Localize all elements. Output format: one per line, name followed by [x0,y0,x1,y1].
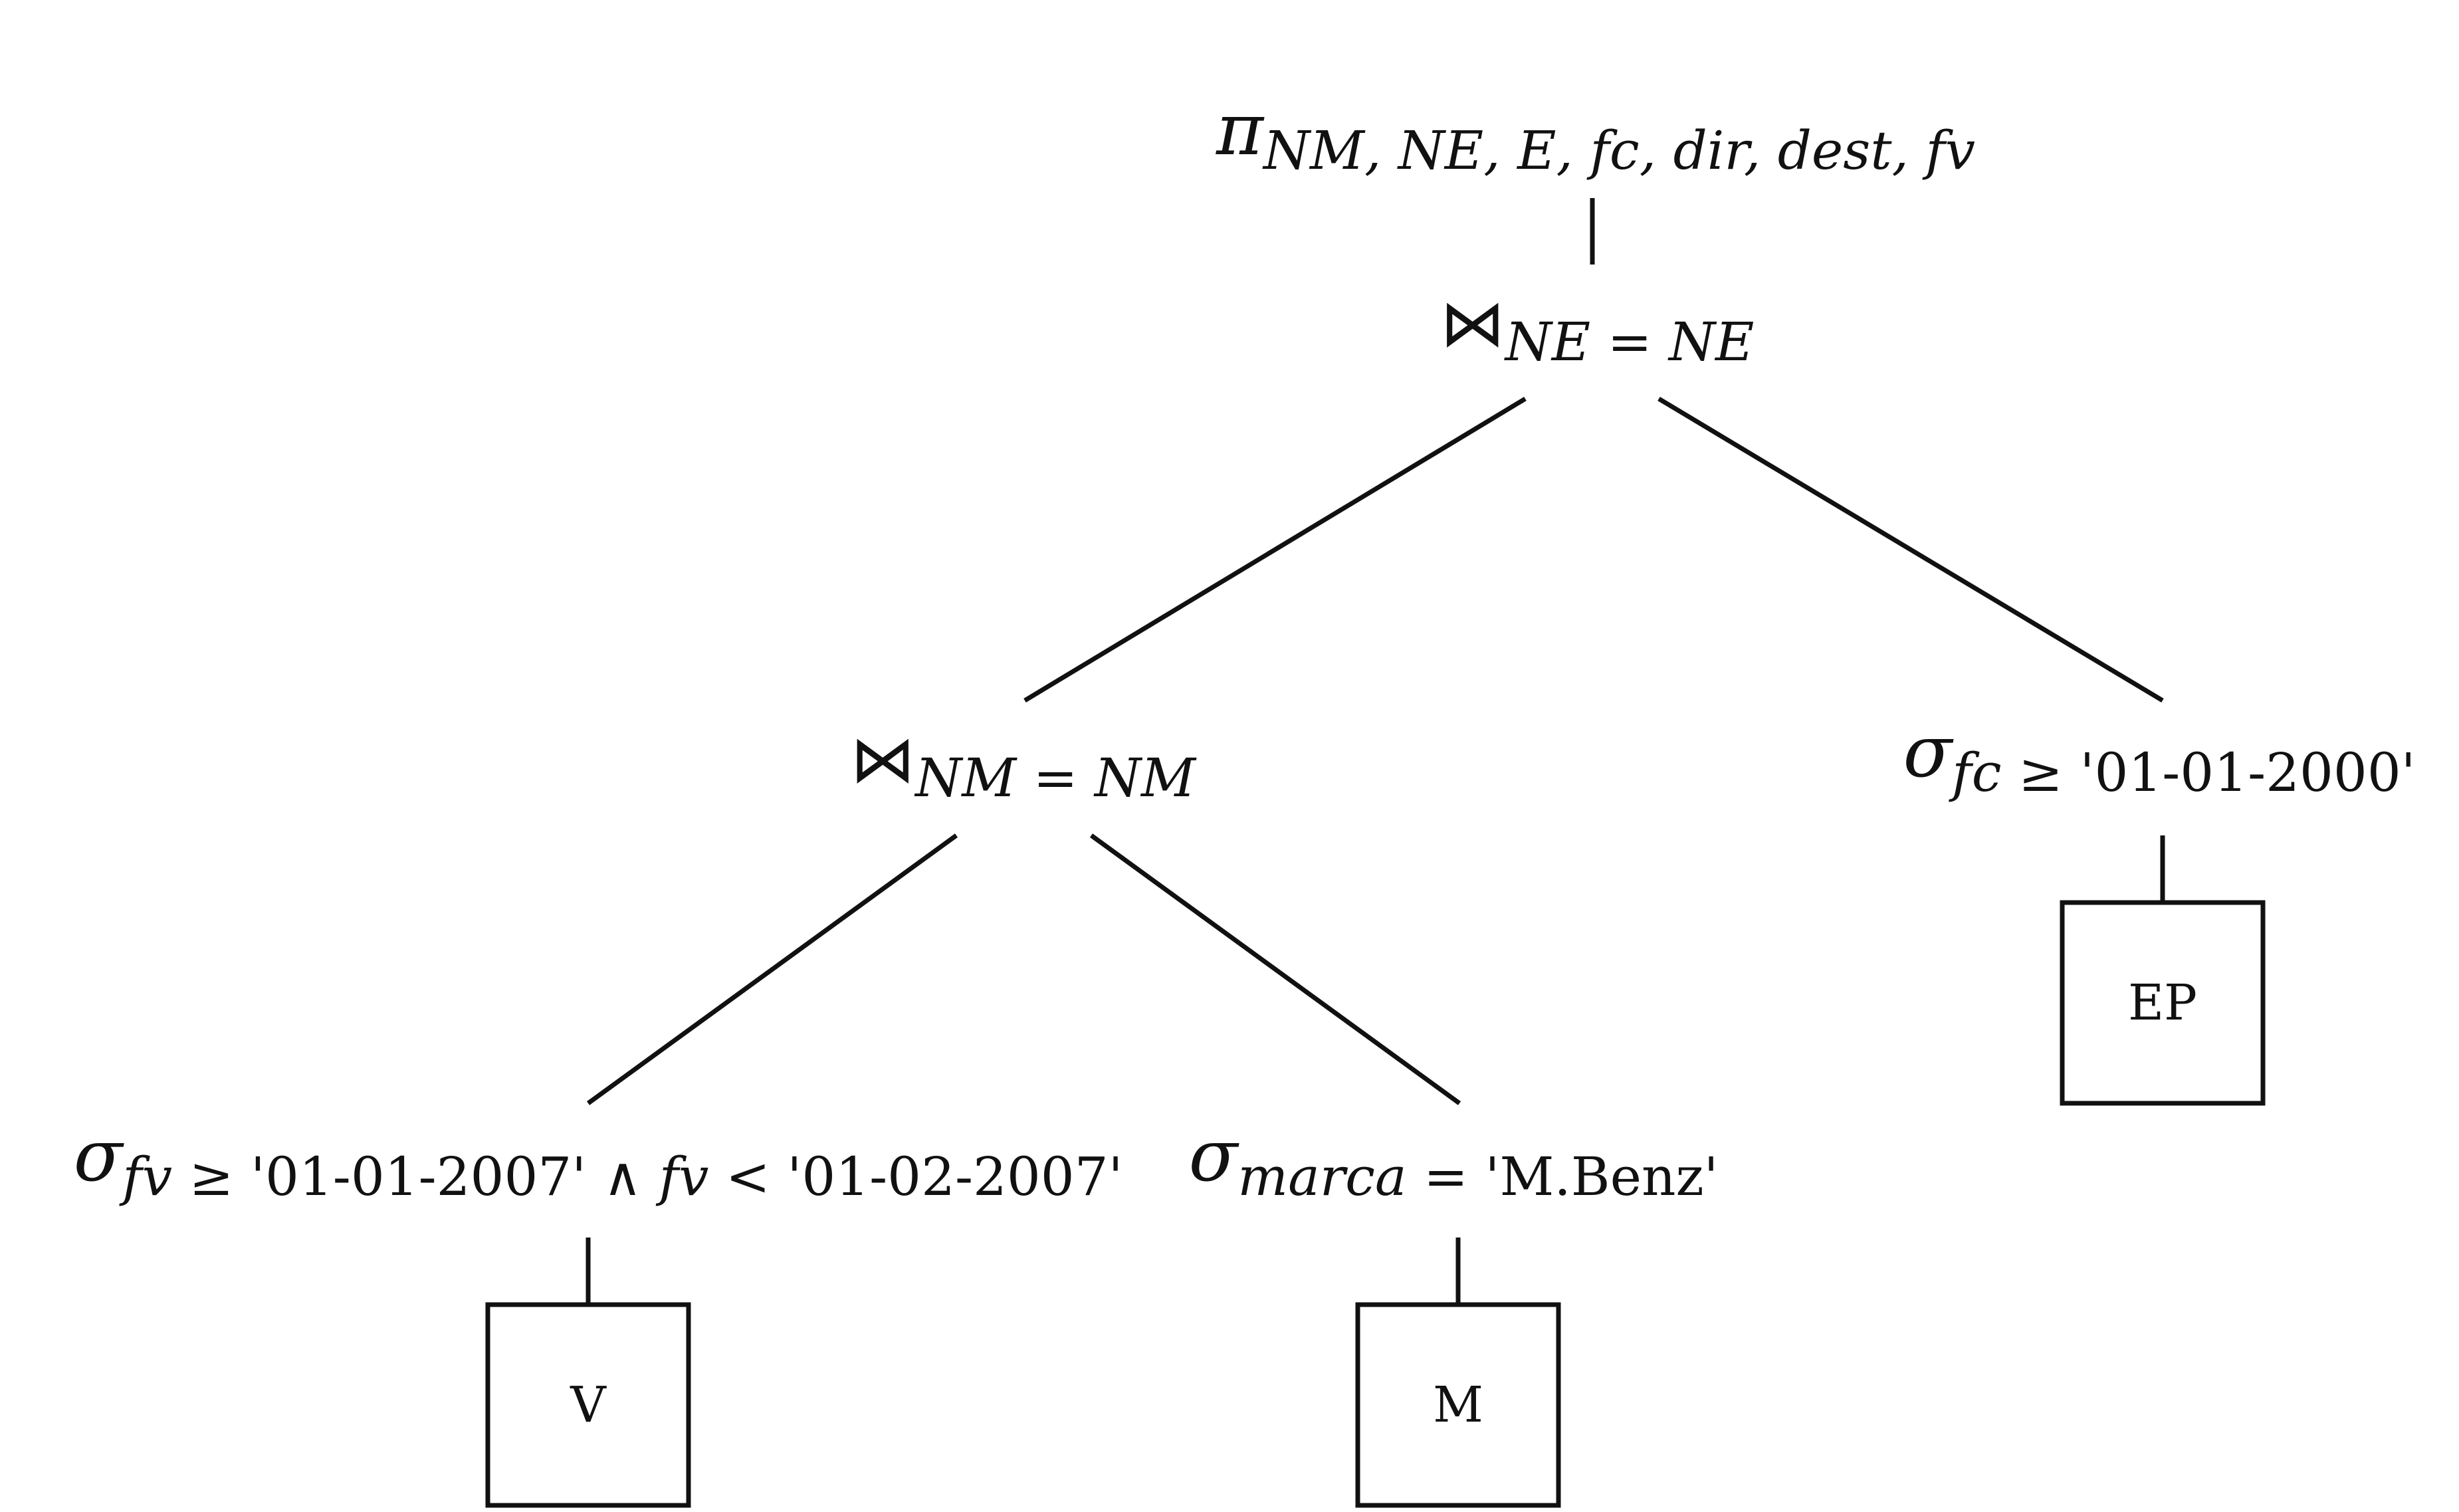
edge-join-top-join-left [1023,397,1527,702]
selection-fv-lit2: '01-02-2007' [787,1146,1123,1208]
edge-join-top-select-ep [1657,396,2164,703]
selection-marca-symbol: σ [1189,1115,1240,1198]
relation-ep-label: EP [2128,974,2197,1031]
relation-v-label: V [570,1376,607,1434]
selection-fc-op: ≥ [2002,742,2080,804]
join-ne-symbol: ⋈ [1440,286,1505,362]
join-nm-symbol: ⋈ [850,722,915,798]
selection-marca-lit: 'M.Benz' [1485,1146,1718,1208]
join-node-nm: ⋈NM = NM [833,722,1206,809]
selection-fv-lit1: '01-01-2007' [251,1146,586,1208]
selection-fv-op2: < [708,1146,787,1208]
selection-fv-op1: ≥ [172,1146,251,1208]
selection-fc-attr: fc [1949,742,2001,804]
selection-node-marca: σmarca = 'M.Benz' [1172,1115,1729,1208]
projection-attributes: NM, NE, E, fc, dir, dest, fv [1262,120,1975,181]
selection-fv-symbol: σ [74,1115,125,1198]
selection-node-fv: σfv ≥ '01-01-2007' ∧ fv < '01-02-2007' [56,1115,1133,1208]
relation-v: V [485,1302,691,1508]
projection-symbol: π [1216,88,1265,171]
selection-fv-attr1: fv [119,1146,172,1208]
projection-node: πNM, NE, E, fc, dir, dest, fv [1200,88,1986,181]
selection-fv-attr2: fv [656,1146,709,1208]
join-node-ne: ⋈NE = NE [1423,286,1764,373]
selection-marca-op: = [1407,1146,1485,1208]
relation-ep-box [2060,900,2266,1106]
relation-m-label: M [1433,1376,1483,1434]
selection-fc-lit: '01-01-2000' [2080,742,2415,804]
join-ne-condition: NE = NE [1504,311,1755,373]
join-nm-condition: NM = NM [914,747,1197,809]
relation-m: M [1355,1302,1561,1508]
relation-m-box [1355,1302,1561,1508]
relation-ep: EP [2060,900,2266,1106]
selection-fv-and: ∧ [586,1146,659,1208]
edge-join-left-select-v [586,833,958,1105]
selection-node-fc: σfc ≥ '01-01-2000' [1886,710,2426,804]
relation-v-box [485,1302,691,1508]
selection-fc-symbol: σ [1903,710,1954,794]
edge-join-left-select-m [1089,833,1461,1105]
selection-marca-attr: marca [1237,1146,1406,1208]
